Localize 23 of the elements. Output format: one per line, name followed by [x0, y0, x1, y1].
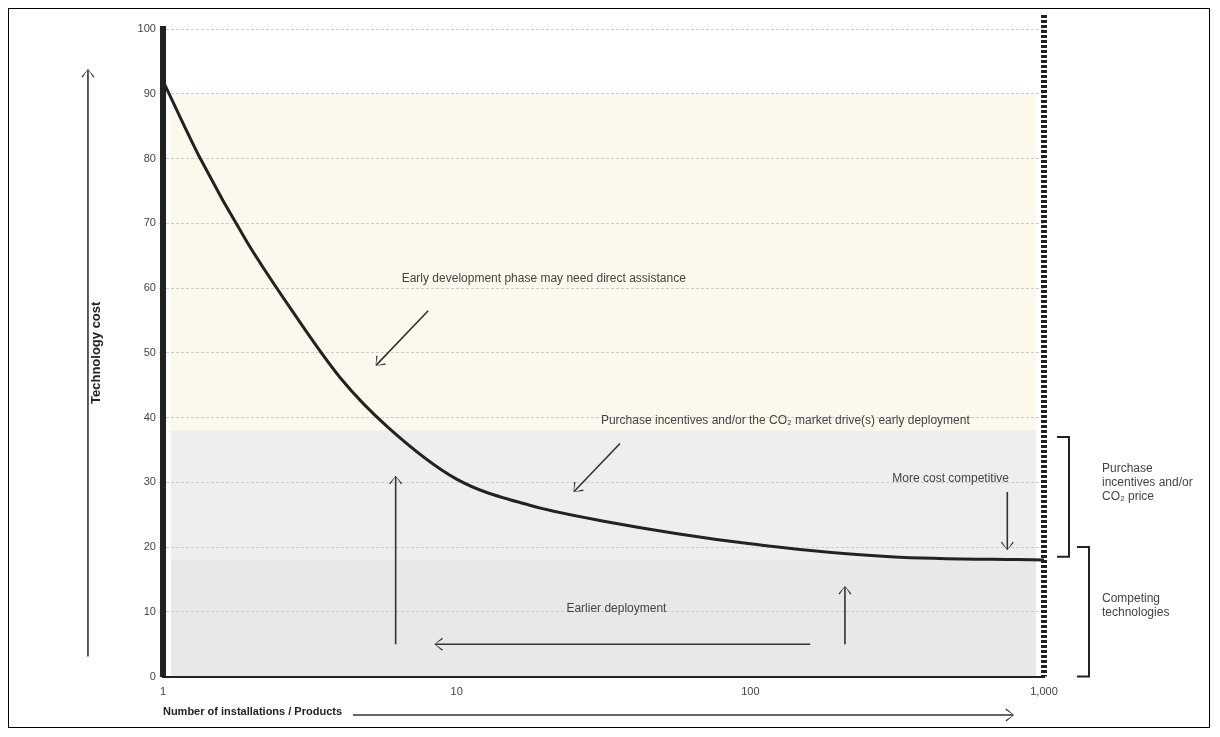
annotation: Early development phase may need direct assistance: [401, 270, 687, 285]
y-tick-label: 50: [143, 345, 156, 358]
y-tick-label: 80: [143, 151, 156, 164]
y-axis-title: Technology cost: [88, 300, 104, 404]
y-tick-label: 10: [143, 604, 156, 617]
text: Purchase incentives and/or CO₂ price: [1102, 460, 1193, 503]
x-tick-label: 10: [450, 685, 463, 698]
y-tick-label: 100: [137, 22, 156, 35]
y-tick-label: 30: [143, 475, 156, 488]
annotation: Earlier deployment: [566, 600, 668, 615]
y-tick-label: 70: [143, 216, 156, 229]
y-tick-label: 20: [143, 540, 156, 553]
x-tick-label: 100: [741, 685, 760, 698]
y-tick-label: 90: [143, 86, 156, 99]
x-tick-label: 1,000: [1030, 685, 1058, 698]
annotation: More cost competitive: [892, 471, 1010, 486]
x-tick-label: 1: [159, 685, 167, 698]
y-tick-label: 60: [143, 281, 156, 294]
y-tick-label: 0: [149, 669, 156, 682]
annotation: Purchase incentives and/or the CO₂ market drive(s) early deployment: [600, 413, 971, 428]
text: Competing technologies: [1102, 590, 1170, 619]
x-axis-title: Number of installations / Products: [162, 705, 343, 718]
y-tick-label: 40: [143, 410, 156, 423]
